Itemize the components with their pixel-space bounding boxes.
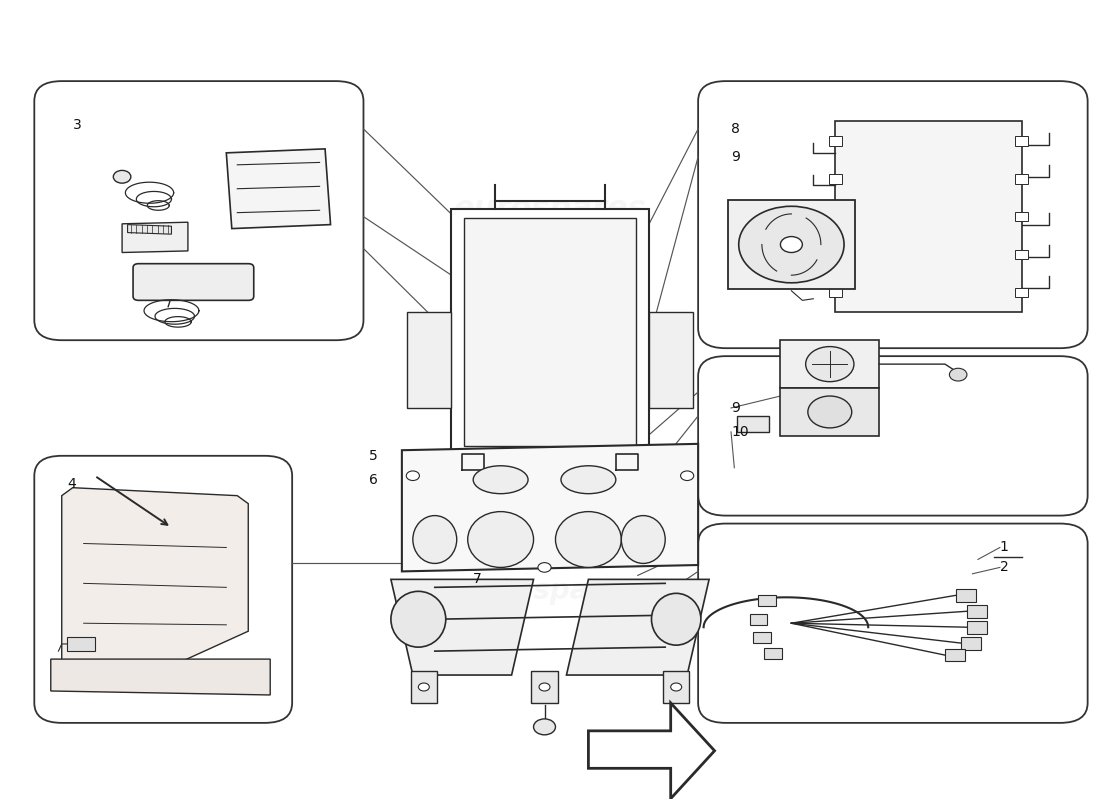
Polygon shape bbox=[128, 225, 172, 234]
Bar bbox=[1015, 174, 1028, 183]
Polygon shape bbox=[451, 209, 649, 456]
Ellipse shape bbox=[556, 512, 622, 567]
Polygon shape bbox=[51, 659, 271, 695]
Polygon shape bbox=[737, 416, 769, 432]
Ellipse shape bbox=[412, 515, 456, 563]
Circle shape bbox=[418, 683, 429, 691]
Text: eurospares: eurospares bbox=[85, 582, 226, 602]
Ellipse shape bbox=[561, 466, 616, 494]
Text: 10: 10 bbox=[732, 425, 749, 439]
Polygon shape bbox=[402, 444, 698, 571]
Polygon shape bbox=[566, 579, 710, 675]
Bar bbox=[1015, 250, 1028, 259]
FancyBboxPatch shape bbox=[34, 81, 363, 340]
FancyBboxPatch shape bbox=[698, 523, 1088, 723]
Bar bbox=[531, 671, 558, 703]
Bar bbox=[828, 212, 842, 222]
Bar bbox=[1015, 212, 1028, 222]
Text: eurospares: eurospares bbox=[800, 579, 958, 603]
Text: 9: 9 bbox=[732, 150, 740, 164]
Bar bbox=[750, 614, 768, 625]
Polygon shape bbox=[227, 149, 331, 229]
Polygon shape bbox=[62, 488, 249, 671]
Bar bbox=[956, 589, 976, 602]
Polygon shape bbox=[835, 121, 1022, 312]
Circle shape bbox=[780, 237, 802, 253]
Text: eurospares: eurospares bbox=[453, 194, 647, 223]
FancyBboxPatch shape bbox=[698, 356, 1088, 515]
Polygon shape bbox=[464, 218, 636, 446]
Circle shape bbox=[805, 346, 854, 382]
Text: 2: 2 bbox=[1000, 561, 1009, 574]
Bar bbox=[759, 595, 775, 606]
Bar bbox=[828, 136, 842, 146]
Bar bbox=[961, 637, 981, 650]
FancyBboxPatch shape bbox=[133, 264, 254, 300]
Bar bbox=[967, 605, 987, 618]
Text: eurospares: eurospares bbox=[800, 197, 958, 221]
Circle shape bbox=[406, 471, 419, 481]
Bar bbox=[828, 174, 842, 183]
Polygon shape bbox=[649, 312, 693, 408]
Text: 3: 3 bbox=[73, 118, 81, 132]
Ellipse shape bbox=[390, 591, 446, 647]
Text: 6: 6 bbox=[368, 473, 377, 486]
Bar bbox=[1015, 136, 1028, 146]
Text: 4: 4 bbox=[67, 477, 76, 490]
Bar bbox=[828, 250, 842, 259]
Circle shape bbox=[113, 170, 131, 183]
Circle shape bbox=[949, 368, 967, 381]
Bar bbox=[754, 632, 770, 643]
Bar bbox=[67, 637, 95, 651]
Text: 9: 9 bbox=[732, 401, 740, 415]
Bar bbox=[945, 649, 965, 662]
Circle shape bbox=[671, 683, 682, 691]
Text: 7: 7 bbox=[473, 572, 482, 586]
Bar bbox=[410, 671, 437, 703]
Circle shape bbox=[739, 206, 844, 283]
Bar bbox=[764, 648, 781, 659]
Circle shape bbox=[681, 471, 694, 481]
Bar bbox=[828, 287, 842, 297]
Ellipse shape bbox=[621, 515, 665, 563]
Text: 5: 5 bbox=[368, 449, 377, 463]
Ellipse shape bbox=[651, 594, 701, 645]
Polygon shape bbox=[780, 340, 879, 388]
Polygon shape bbox=[390, 579, 534, 675]
Bar bbox=[1015, 287, 1028, 297]
Bar bbox=[728, 200, 855, 289]
FancyBboxPatch shape bbox=[34, 456, 293, 723]
Bar bbox=[663, 671, 690, 703]
Polygon shape bbox=[407, 312, 451, 408]
FancyBboxPatch shape bbox=[698, 81, 1088, 348]
Circle shape bbox=[539, 683, 550, 691]
Text: eurospares: eurospares bbox=[462, 578, 638, 606]
Polygon shape bbox=[122, 222, 188, 253]
Text: 8: 8 bbox=[732, 122, 740, 136]
Polygon shape bbox=[588, 703, 715, 798]
Bar bbox=[967, 621, 987, 634]
Polygon shape bbox=[780, 388, 879, 436]
Text: eurospares: eurospares bbox=[76, 197, 234, 221]
Circle shape bbox=[807, 396, 851, 428]
Ellipse shape bbox=[468, 512, 534, 567]
Circle shape bbox=[538, 562, 551, 572]
Ellipse shape bbox=[473, 466, 528, 494]
Text: 1: 1 bbox=[1000, 541, 1009, 554]
Circle shape bbox=[534, 719, 556, 735]
